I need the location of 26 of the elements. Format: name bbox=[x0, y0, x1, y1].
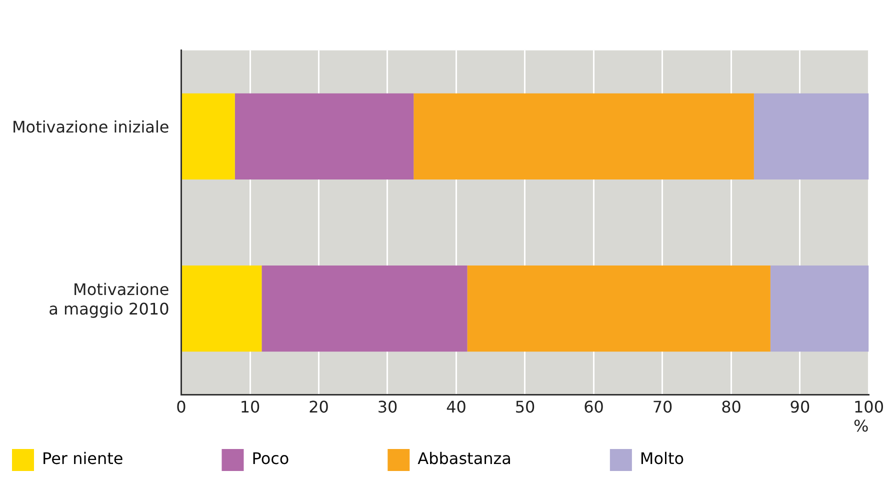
x-tick-label: 0 bbox=[176, 397, 186, 416]
bar bbox=[182, 266, 262, 352]
bar bbox=[467, 266, 770, 352]
legend-label: Poco bbox=[252, 449, 376, 468]
bar bbox=[770, 266, 869, 352]
bar bbox=[262, 266, 468, 352]
legend-label: Molto bbox=[640, 449, 770, 468]
x-axis-title: % bbox=[854, 416, 869, 436]
bar bbox=[234, 93, 414, 180]
x-tick-label: 20 bbox=[308, 397, 329, 416]
x-tick-label: 100 bbox=[853, 397, 884, 416]
x-tick-label: 30 bbox=[377, 397, 398, 416]
y-tick-label: Motivazione a maggio 2010 bbox=[48, 280, 170, 318]
x-tick-label: 60 bbox=[584, 397, 604, 416]
legend-label: Per niente bbox=[42, 449, 210, 468]
x-tick-label: 50 bbox=[514, 397, 536, 416]
bar bbox=[182, 93, 235, 180]
x-tick-label: 90 bbox=[790, 397, 810, 416]
x-tick-label: 40 bbox=[446, 397, 466, 416]
bar bbox=[754, 93, 869, 180]
bar bbox=[414, 93, 754, 180]
x-tick-label: 80 bbox=[721, 397, 742, 416]
x-tick-label: 10 bbox=[240, 397, 260, 416]
legend-label: Abbastanza bbox=[418, 449, 598, 468]
x-tick-label: 70 bbox=[652, 397, 673, 416]
y-tick-label: Motivazione iniziale bbox=[12, 118, 170, 137]
